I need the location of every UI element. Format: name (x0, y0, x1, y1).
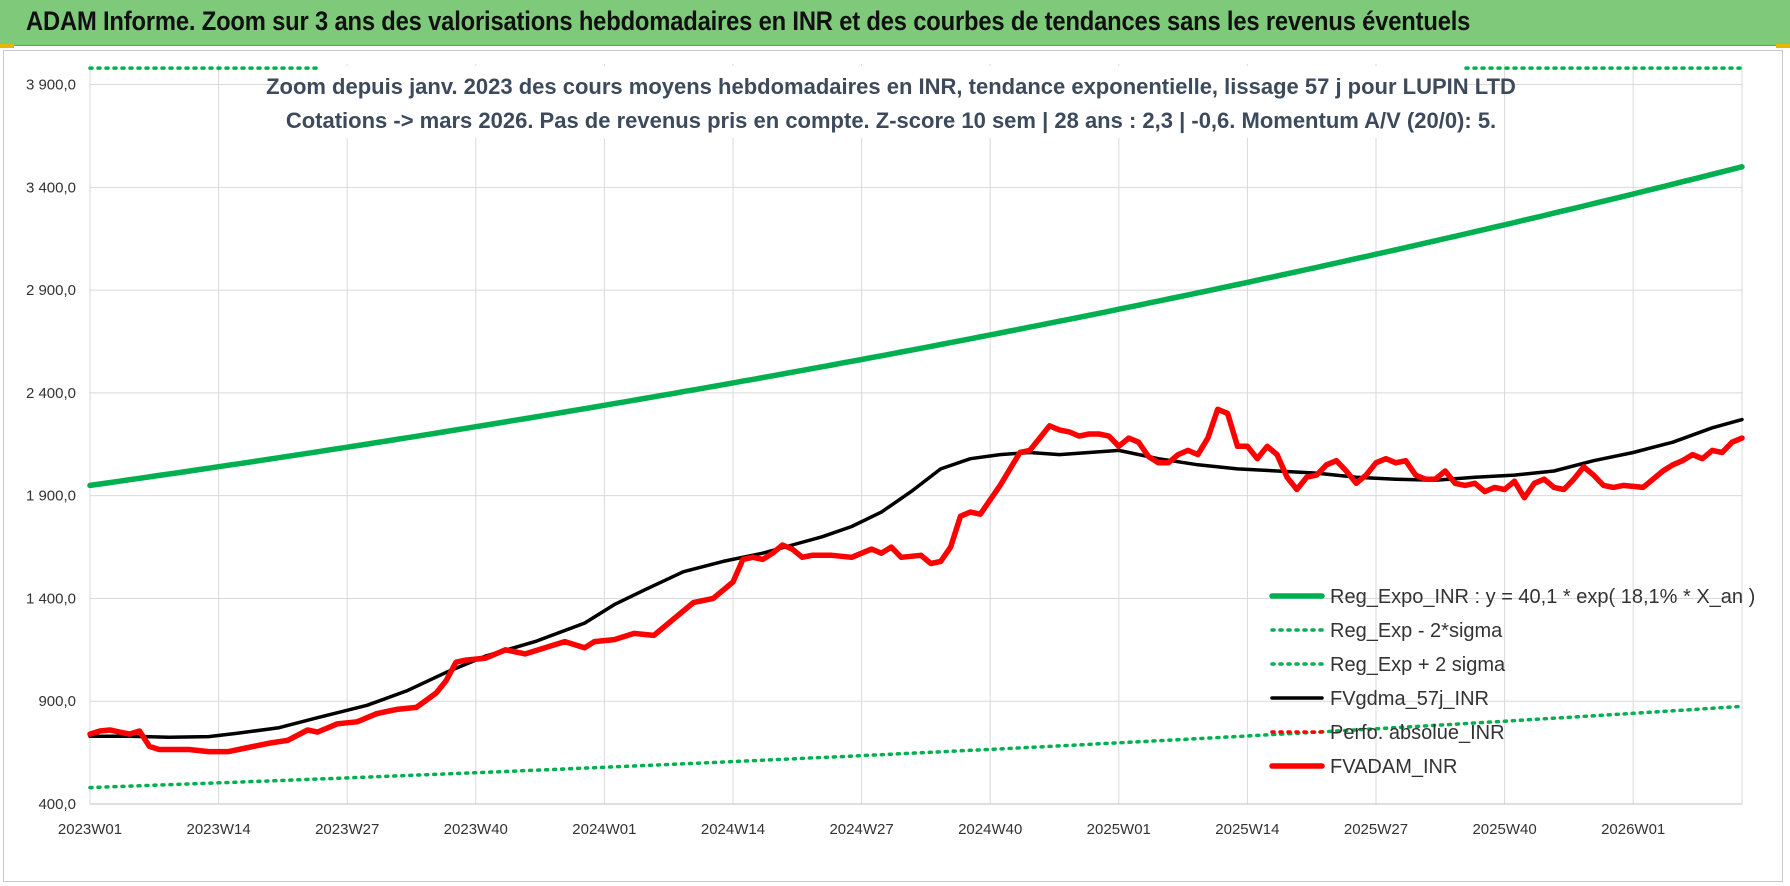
axes-layer: 400,0 900,0 1 400,0 1 900,0 2 400,0 2 900,0 3 … (26, 77, 1742, 838)
legend-label-1: Reg_Exp - 2*sigma (1330, 620, 1503, 642)
x-tick-label: 2023W01 (58, 821, 122, 838)
x-tick-label: 2024W14 (701, 821, 765, 838)
chart-title: Zoom depuis janv. 2023 des cours moyens … (266, 66, 1516, 138)
y-tick-label: 1 900,0 (26, 488, 76, 505)
x-tick-label: 2025W27 (1344, 821, 1408, 838)
legend-label-5: FVADAM_INR (1330, 756, 1457, 778)
chart-frame (3, 50, 1783, 882)
legend: Reg_Expo_INR : y = 40,1 * exp( 18,1% * X… (1269, 586, 1755, 778)
legend-label-2: Reg_Exp + 2 sigma (1330, 654, 1506, 676)
title-line-2: Cotations -> mars 2026. Pas de revenus p… (286, 108, 1496, 133)
corner-mark-left (0, 44, 14, 48)
title-line-1: Zoom depuis janv. 2023 des cours moyens … (266, 74, 1516, 99)
x-tick-label: 2023W14 (186, 821, 250, 838)
x-tick-label: 2023W40 (444, 821, 508, 838)
y-tick-label: 1 400,0 (26, 590, 76, 607)
y-tick-label: 3 900,0 (26, 77, 76, 94)
x-tick-label: 2023W27 (315, 821, 379, 838)
corner-mark-right (1776, 44, 1790, 48)
x-tick-label: 2025W14 (1215, 821, 1279, 838)
x-tick-label: 2026W01 (1601, 821, 1665, 838)
series-line-5 (87, 406, 1745, 755)
series-line-3 (88, 417, 1744, 739)
y-tick-label: 2 900,0 (26, 282, 76, 299)
series-layer (87, 66, 1745, 790)
grid-lines (89, 64, 1743, 805)
x-tick-label: 2025W40 (1472, 821, 1536, 838)
series-line-1 (88, 704, 1744, 790)
x-tick-label: 2024W01 (572, 821, 636, 838)
legend-label-3: FVgdma_57j_INR (1330, 688, 1489, 710)
x-tick-label: 2025W01 (1087, 821, 1151, 838)
legend-label-0: Reg_Expo_INR : y = 40,1 * exp( 18,1% * X… (1330, 586, 1755, 608)
y-tick-label: 3 400,0 (26, 179, 76, 196)
y-tick-label: 400,0 (38, 796, 76, 813)
x-tick-label: 2024W27 (829, 821, 893, 838)
x-tick-label: 2024W40 (958, 821, 1022, 838)
report-title: ADAM Informe. Zoom sur 3 ans des valoris… (26, 6, 1471, 36)
series-line-0 (87, 164, 1745, 489)
title-background (318, 66, 1464, 138)
y-tick-label: 900,0 (38, 693, 76, 710)
legend-label-4: Perfo. absolue_INR (1330, 722, 1505, 744)
report-banner: ADAM Informe. Zoom sur 3 ans des valoris… (0, 0, 1790, 46)
y-tick-label: 2 400,0 (26, 385, 76, 402)
